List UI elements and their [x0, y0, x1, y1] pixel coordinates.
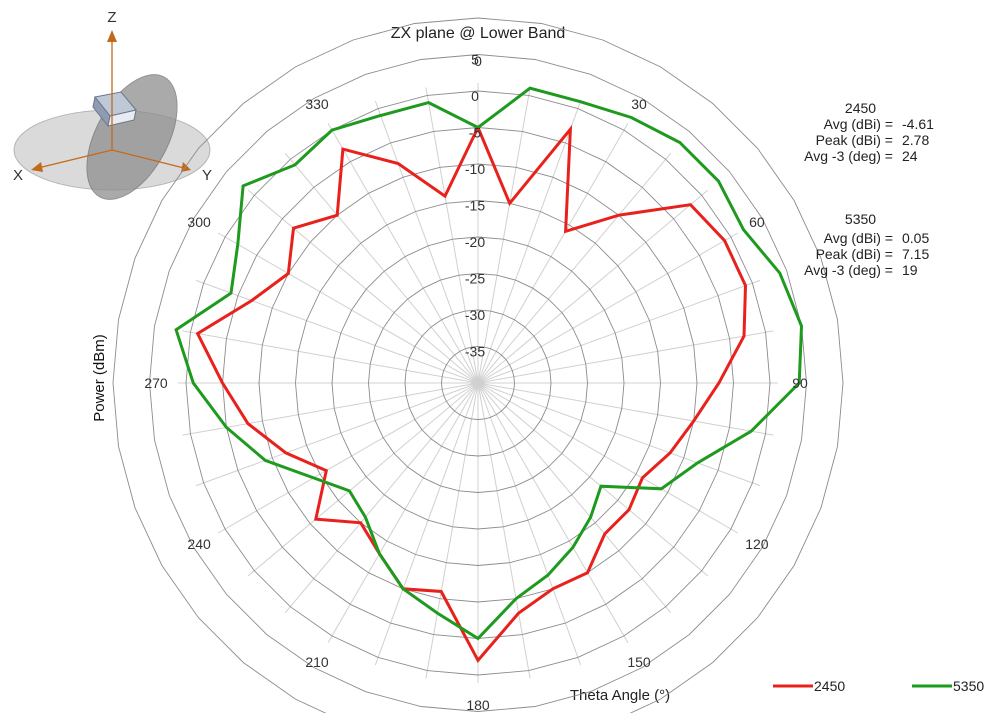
- antenna-block-icon: [92, 91, 137, 128]
- spoke-line: [477, 382, 774, 436]
- radial-tick-label: 5: [471, 52, 479, 68]
- spoke-line: [477, 382, 582, 666]
- radial-tick-label: -10: [465, 161, 485, 177]
- radial-tick-label: -5: [469, 125, 482, 141]
- stats-label: Avg -3 (deg) =: [804, 262, 893, 278]
- spoke-line: [477, 382, 709, 577]
- legend: 2450 5350: [773, 678, 984, 694]
- spoke-line: [477, 382, 672, 614]
- ring-line: [441, 346, 515, 420]
- spoke-line: [477, 382, 761, 487]
- radial-tick-label: -25: [465, 271, 485, 287]
- spoke-line: [217, 232, 479, 384]
- coordinate-axes-icon: Z X Y: [13, 9, 212, 200]
- spoke-line: [182, 330, 479, 384]
- x-axis-line: [37, 149, 113, 169]
- radial-tick-label: -15: [465, 198, 485, 214]
- stats-header: 2450: [844, 100, 877, 116]
- stats-label: Peak (dBi) =: [815, 132, 893, 148]
- angle-tick-label: 240: [187, 536, 211, 552]
- chart-title: ZX plane @ Lower Band: [391, 25, 566, 42]
- stats-value: 2.78: [902, 132, 930, 148]
- spoke-line: [195, 279, 479, 384]
- ring-line: [404, 309, 552, 457]
- y-axis-line: [111, 149, 185, 169]
- angle-tick-label: 150: [627, 654, 651, 670]
- x-axis-title: Theta Angle (°): [570, 687, 670, 704]
- stats-value: 19: [902, 262, 918, 278]
- spoke-line: [247, 189, 479, 384]
- z-axis-arrow: [107, 30, 117, 42]
- spoke-line: [477, 382, 739, 534]
- stats-block-2450: 2450 Avg (dBi) = -4.61 Peak (dBi) = 2.78 A…: [775, 100, 946, 164]
- radial-tick-label: -30: [465, 307, 485, 323]
- spoke-line: [217, 382, 479, 534]
- spoke-line: [327, 122, 479, 384]
- stats-value: 24: [902, 148, 918, 164]
- polar-grid: [112, 17, 844, 713]
- ring-line: [295, 200, 661, 566]
- stats-block-5350: 5350 Avg (dBi) = 0.05 Peak (dBi) = 7.15 Av…: [775, 211, 946, 278]
- series-line-2450: [195, 124, 748, 664]
- spoke-line: [374, 100, 479, 384]
- y-axis-label: Y: [202, 167, 212, 184]
- ring-line: [149, 54, 807, 712]
- tick-labels: 50-5-10-15-20-25-30-35030609012015018021…: [144, 52, 808, 713]
- x-axis-label: X: [13, 167, 23, 184]
- spoke-line: [195, 382, 479, 487]
- angle-tick-label: 180: [466, 697, 490, 713]
- stats-label: Avg (dBi) =: [823, 230, 893, 246]
- radial-tick-label: 0: [471, 88, 479, 104]
- spoke-line: [284, 152, 479, 384]
- angle-tick-label: 120: [745, 536, 769, 552]
- z-axis-label: Z: [107, 9, 116, 26]
- legend-label-5350: 5350: [953, 678, 984, 694]
- spoke-line: [477, 122, 629, 384]
- stats-label: Avg -3 (deg) =: [804, 148, 893, 164]
- spoke-line: [425, 382, 479, 679]
- angle-tick-label: 30: [631, 96, 647, 112]
- ring-line: [112, 17, 844, 713]
- angle-tick-label: 270: [144, 375, 168, 391]
- spoke-line: [477, 232, 739, 384]
- angle-tick-label: 60: [749, 214, 765, 230]
- spoke-line: [327, 382, 479, 644]
- ring-line: [368, 273, 588, 493]
- spoke-line: [182, 382, 479, 436]
- legend-label-2450: 2450: [814, 678, 845, 694]
- spoke-line: [477, 87, 531, 384]
- spoke-line: [477, 100, 582, 384]
- spoke-line: [425, 87, 479, 384]
- series-layer: [174, 86, 804, 664]
- series-line-5350: [174, 86, 804, 641]
- stats-value: 7.15: [902, 246, 930, 262]
- ring-line: [331, 236, 625, 530]
- stats-label: Avg (dBi) =: [823, 116, 893, 132]
- stats-label: Peak (dBi) =: [815, 246, 893, 262]
- spoke-line: [477, 382, 629, 644]
- spoke-line: [374, 382, 479, 666]
- spoke-line: [247, 382, 479, 577]
- radial-tick-label: -20: [465, 234, 485, 250]
- angle-tick-label: 330: [305, 96, 329, 112]
- angle-tick-label: 210: [305, 654, 329, 670]
- stats-value: 0.05: [902, 230, 930, 246]
- spoke-line: [477, 189, 709, 384]
- x-axis-arrow: [31, 162, 43, 172]
- spoke-line: [477, 152, 672, 384]
- spoke-line: [477, 330, 774, 384]
- angle-tick-label: 0: [474, 53, 482, 69]
- stats-value: -4.61: [902, 116, 934, 132]
- angle-tick-label: 300: [187, 214, 211, 230]
- angle-tick-label: 90: [792, 375, 808, 391]
- y-axis-title: Power (dBm): [91, 334, 108, 422]
- spoke-line: [477, 279, 761, 384]
- ring-line: [185, 90, 771, 676]
- spoke-line: [284, 382, 479, 614]
- spoke-line: [477, 382, 531, 679]
- stats-header: 5350: [844, 211, 877, 227]
- radial-tick-label: -35: [465, 344, 485, 360]
